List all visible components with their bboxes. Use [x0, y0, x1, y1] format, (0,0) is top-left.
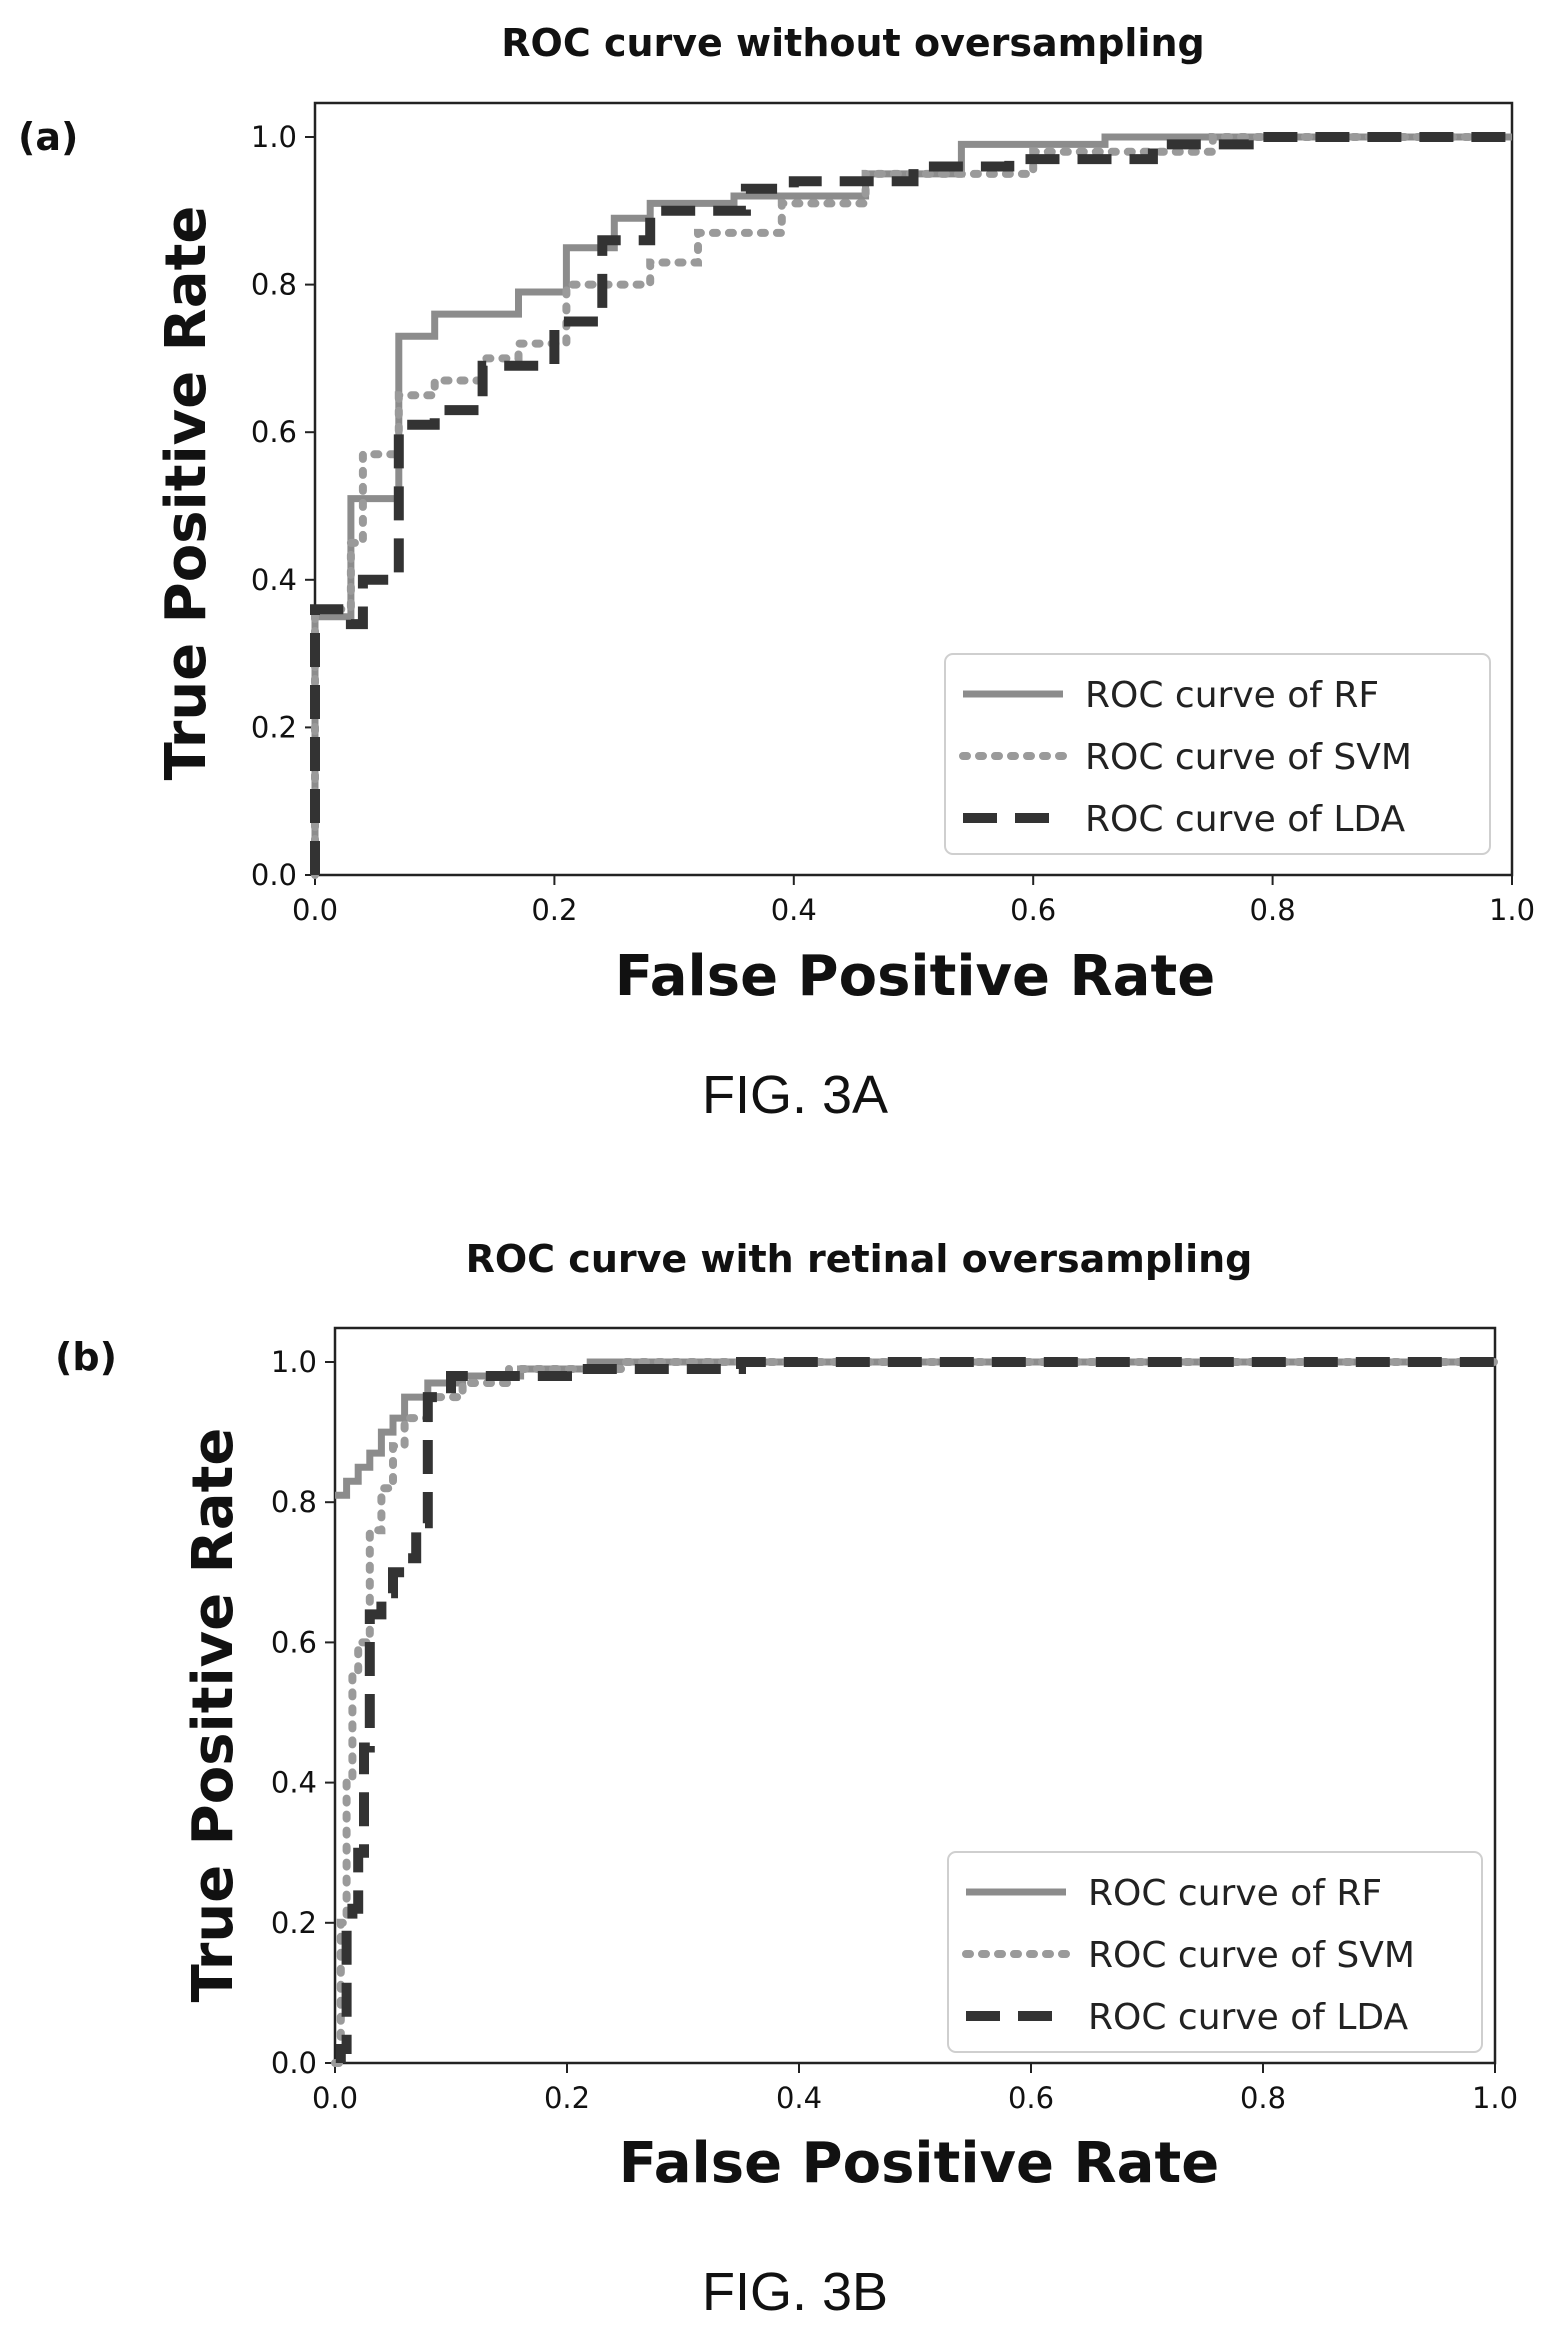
x-tick-label: 0.6 — [1008, 2081, 1054, 2115]
figure-caption: FIG. 3A — [702, 1065, 888, 1125]
y-tick-label: 0.0 — [251, 858, 297, 892]
series-line-dotted — [331, 1358, 1499, 2067]
y-tick-label: 0.4 — [251, 563, 297, 597]
x-tick-label: 0.2 — [544, 2081, 590, 2115]
x-axis-label: False Positive Rate — [615, 944, 1215, 1009]
x-axis-label: False Positive Rate — [619, 2131, 1219, 2196]
plot-frame — [333, 1326, 1497, 2065]
chart-title: ROC curve without oversampling — [501, 21, 1204, 65]
legend-entry-label: ROC curve of LDA — [1088, 1997, 1409, 2038]
y-tick-label: 0.6 — [271, 1625, 317, 1659]
chart-panel-a: ROC curve without oversampling (a) True … — [18, 21, 1535, 1125]
y-tick-label: 1.0 — [251, 120, 297, 154]
x-tick-label: 0.0 — [292, 893, 338, 927]
y-tick-label: 0.0 — [271, 2046, 317, 2080]
x-tick-label: 0.4 — [771, 893, 817, 927]
x-tick-label: 0.2 — [531, 893, 577, 927]
legend-entry-label: ROC curve of SVM — [1088, 1935, 1415, 1976]
x-tick-label: 0.6 — [1010, 893, 1056, 927]
x-tick-label: 0.0 — [312, 2081, 358, 2115]
y-tick-label: 1.0 — [271, 1345, 317, 1379]
y-tick-label: 0.8 — [271, 1485, 317, 1519]
legend-entry-label: ROC curve of LDA — [1085, 799, 1406, 840]
x-tick-label: 0.4 — [776, 2081, 822, 2115]
series-line-dashed — [310, 132, 1512, 875]
x-tick-label: 1.0 — [1489, 893, 1535, 927]
chart-title: ROC curve with retinal oversampling — [466, 1237, 1253, 1281]
x-tick-label: 1.0 — [1472, 2081, 1518, 2115]
y-tick-label: 0.8 — [251, 268, 297, 302]
legend-box — [947, 1851, 1483, 2053]
chart-panel-b: ROC curve with retinal oversampling (b) … — [55, 1237, 1518, 2322]
figure-caption: FIG. 3B — [702, 2262, 888, 2322]
panel-label: (a) — [18, 115, 78, 159]
y-axis-label: True Positive Rate — [181, 1428, 246, 2003]
series-line-dotted — [311, 133, 1516, 879]
legend-entry-label: ROC curve of RF — [1085, 675, 1379, 716]
y-axis-label: True Positive Rate — [154, 206, 219, 781]
x-tick-label: 0.8 — [1250, 893, 1296, 927]
y-tick-label: 0.2 — [271, 1906, 317, 1940]
plot-frame — [313, 101, 1514, 877]
legend-box — [944, 653, 1491, 855]
x-tick-label: 0.8 — [1240, 2081, 1286, 2115]
legend-entry-label: ROC curve of SVM — [1085, 737, 1412, 778]
y-tick-label: 0.2 — [251, 710, 297, 744]
series-line-dashed — [335, 1357, 1495, 2063]
legend-entry-label: ROC curve of RF — [1088, 1873, 1382, 1914]
y-tick-label: 0.6 — [251, 415, 297, 449]
y-tick-label: 0.4 — [271, 1766, 317, 1800]
panel-label: (b) — [55, 1335, 117, 1379]
